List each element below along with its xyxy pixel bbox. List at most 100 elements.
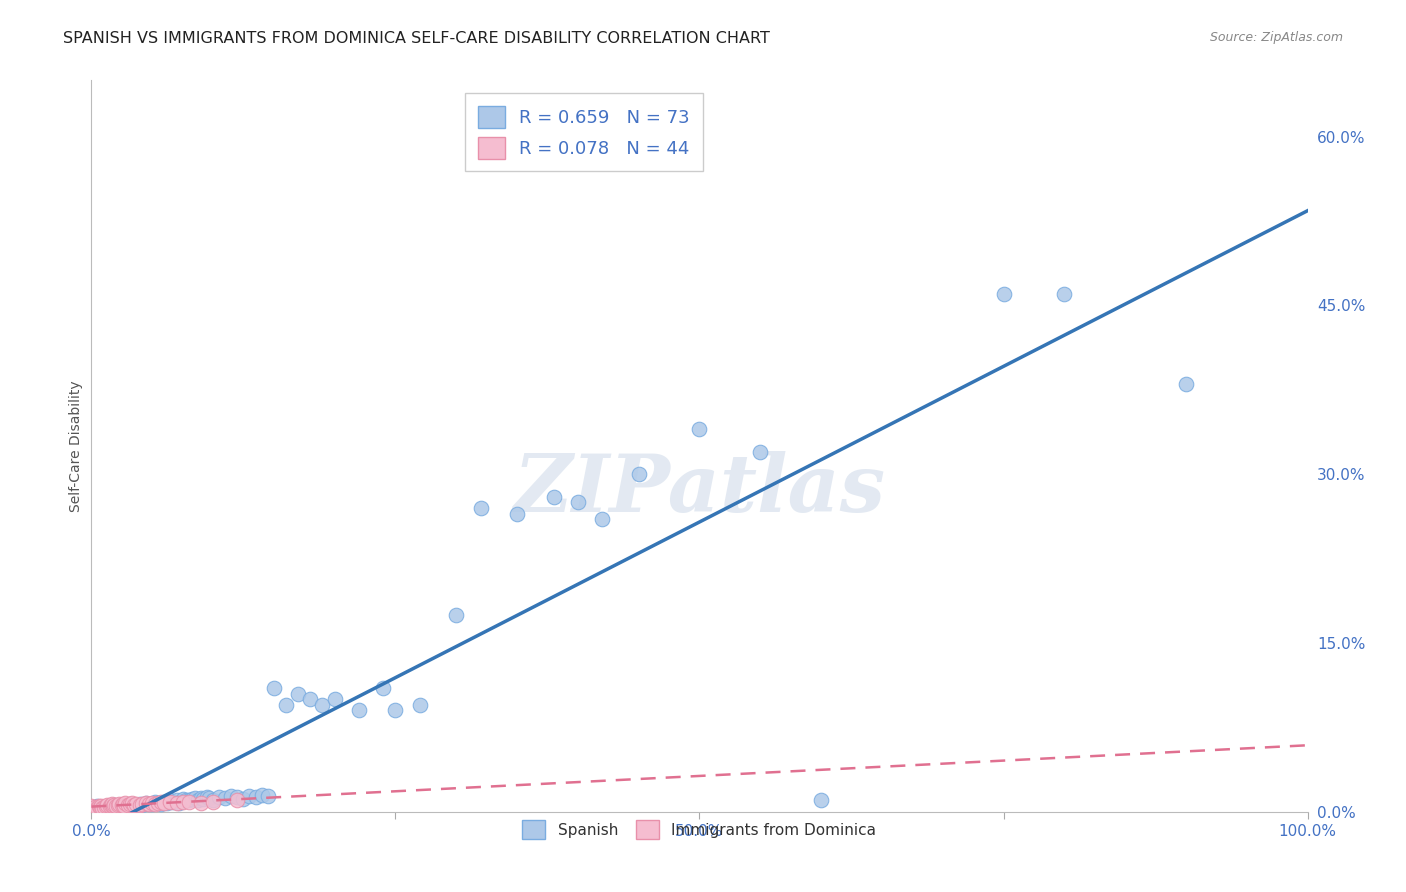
Point [129, 797, 152, 811]
Point [226, 790, 249, 805]
Point [100, 797, 122, 812]
Point [103, 797, 125, 812]
Point [409, 698, 432, 712]
Point [120, 797, 142, 811]
Point [195, 790, 218, 805]
Point [141, 797, 163, 811]
Point [131, 797, 153, 811]
Point [159, 795, 181, 809]
Point [135, 796, 157, 810]
Point [177, 793, 200, 807]
Point [103, 797, 125, 812]
Point [993, 287, 1015, 301]
Y-axis label: Self-Care Disability: Self-Care Disability [69, 380, 83, 512]
Point [202, 795, 225, 809]
Point [373, 681, 395, 695]
Point [89, 801, 111, 815]
Point [311, 698, 333, 712]
Point [232, 792, 254, 806]
Point [122, 797, 145, 812]
Point [167, 796, 190, 810]
Point [470, 500, 492, 515]
Point [174, 793, 197, 807]
Point [107, 799, 129, 814]
Point [90, 799, 112, 814]
Point [153, 795, 176, 809]
Point [177, 795, 200, 809]
Point [543, 490, 565, 504]
Point [112, 799, 135, 814]
Point [98, 799, 121, 814]
Point [506, 507, 529, 521]
Point [125, 799, 148, 814]
Point [86, 799, 108, 814]
Point [91, 801, 114, 815]
Point [80, 799, 103, 814]
Point [1175, 377, 1198, 392]
Point [810, 793, 832, 807]
Point [159, 793, 181, 807]
Point [83, 801, 105, 815]
Text: Source: ZipAtlas.com: Source: ZipAtlas.com [1209, 31, 1343, 45]
Point [193, 792, 215, 806]
Point [103, 799, 125, 814]
Point [274, 698, 297, 712]
Point [190, 796, 212, 810]
Point [138, 797, 160, 811]
Point [184, 791, 207, 805]
Point [107, 797, 129, 812]
Point [148, 796, 170, 810]
Point [347, 703, 370, 717]
Point [323, 692, 346, 706]
Point [111, 797, 134, 812]
Point [143, 795, 166, 809]
Legend: Spanish, Immigrants from Dominica: Spanish, Immigrants from Dominica [513, 811, 886, 848]
Point [149, 795, 172, 809]
Point [131, 797, 153, 812]
Point [156, 796, 179, 810]
Point [138, 797, 160, 811]
Point [96, 797, 118, 812]
Point [93, 800, 115, 814]
Point [591, 512, 613, 526]
Point [94, 799, 117, 814]
Point [287, 687, 309, 701]
Point [172, 792, 194, 806]
Point [299, 692, 322, 706]
Point [87, 799, 110, 814]
Point [129, 797, 152, 812]
Point [190, 791, 212, 805]
Point [172, 795, 194, 809]
Point [104, 800, 127, 814]
Point [153, 796, 176, 810]
Point [98, 799, 121, 814]
Point [162, 795, 184, 809]
Point [1053, 287, 1076, 301]
Point [148, 796, 170, 810]
Point [114, 796, 136, 810]
Point [103, 801, 125, 815]
Point [135, 796, 157, 810]
Point [120, 797, 142, 811]
Point [141, 796, 163, 810]
Point [104, 799, 127, 814]
Point [111, 797, 134, 811]
Point [111, 797, 134, 812]
Point [219, 789, 242, 803]
Point [226, 793, 249, 807]
Point [166, 793, 188, 807]
Point [688, 422, 710, 436]
Point [86, 801, 108, 815]
Point [198, 791, 221, 805]
Point [121, 796, 143, 810]
Point [263, 681, 285, 695]
Point [208, 790, 231, 805]
Point [166, 796, 188, 810]
Point [567, 495, 589, 509]
Point [384, 703, 406, 717]
Point [108, 797, 131, 811]
Point [101, 800, 124, 814]
Point [256, 789, 278, 803]
Point [444, 607, 467, 622]
Point [749, 444, 772, 458]
